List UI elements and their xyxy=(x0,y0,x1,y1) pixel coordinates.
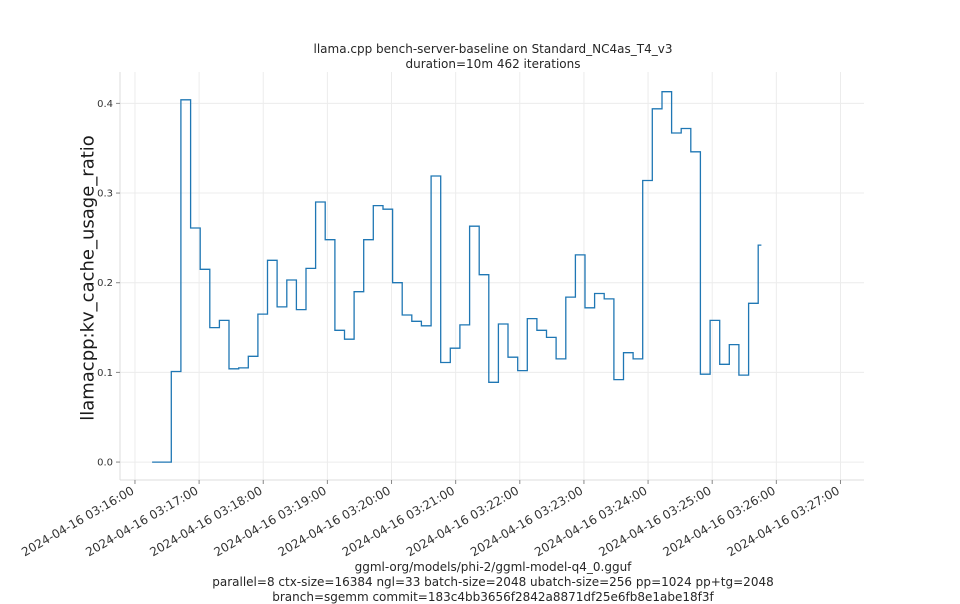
y-axis-label: llamacpp:kv_cache_usage_ratio xyxy=(77,135,99,421)
y-tick-label: 0.4 xyxy=(97,99,113,110)
series xyxy=(152,91,762,463)
x-tick-label: 2024-04-16 03:26:00 xyxy=(660,483,777,559)
x-tick-label: 2024-04-16 03:16:00 xyxy=(19,483,136,559)
y-tick-label: 0.0 xyxy=(97,458,113,469)
y-tick-labels: 0.0 0.1 0.2 0.3 0.4 xyxy=(97,99,113,469)
y-tick-label: 0.3 xyxy=(97,189,113,200)
x-tick-label: 2024-04-16 03:25:00 xyxy=(596,483,713,559)
x-tick-label: 2024-04-16 03:24:00 xyxy=(532,483,649,559)
chart-subtitle: duration=10m 462 iterations xyxy=(405,57,581,71)
x-tick-label: 2024-04-16 03:21:00 xyxy=(340,483,457,559)
axes xyxy=(116,72,864,484)
y-tick-label: 0.1 xyxy=(97,368,113,379)
chart-title: llama.cpp bench-server-baseline on Stand… xyxy=(313,42,673,56)
x-tick-label: 2024-04-16 03:27:00 xyxy=(725,483,842,559)
x-tick-label: 2024-04-16 03:17:00 xyxy=(83,483,200,559)
footer-params: parallel=8 ctx-size=16384 ngl=33 batch-s… xyxy=(212,575,774,589)
y-tick-label: 0.2 xyxy=(97,278,113,289)
footer-model: ggml-org/models/phi-2/ggml-model-q4_0.gg… xyxy=(354,560,632,574)
footer-commit: branch=sgemm commit=183c4bb3656f2842a887… xyxy=(272,590,714,604)
x-tick-label: 2024-04-16 03:19:00 xyxy=(212,483,329,559)
x-tick-label: 2024-04-16 03:20:00 xyxy=(276,483,393,559)
series-line xyxy=(152,91,762,463)
grid-lines xyxy=(120,72,864,480)
x-tick-label: 2024-04-16 03:18:00 xyxy=(147,483,264,559)
x-tick-label: 2024-04-16 03:23:00 xyxy=(468,483,585,559)
x-tick-label: 2024-04-16 03:22:00 xyxy=(404,483,521,559)
